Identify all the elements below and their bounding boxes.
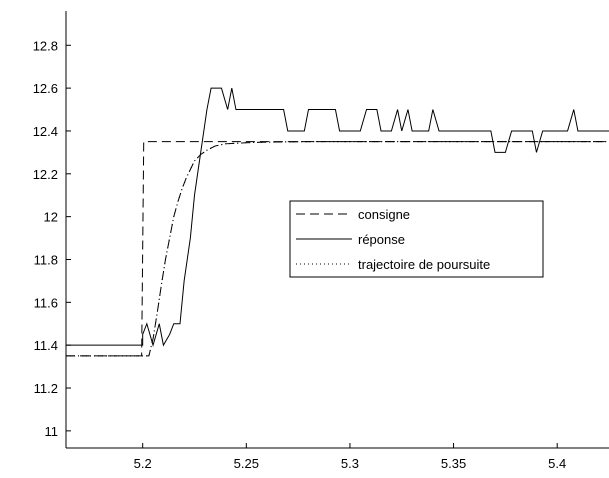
- y-tick-label: 12.2: [33, 167, 58, 182]
- x-tick-label: 5.25: [234, 456, 259, 471]
- x-tick-label: 5.2: [134, 456, 152, 471]
- series-trajectoire-line: [66, 141, 609, 357]
- series-layer: [66, 87, 609, 357]
- y-tick-label: 11.2: [34, 381, 58, 396]
- x-tick-label: 5.35: [441, 456, 466, 471]
- x-tick-label: 5.4: [548, 456, 566, 471]
- axes-layer: 5.2 5.25 5.3 5.35 5.4 11 11.2 11.4 11.6 11.8 12 12.…: [33, 11, 609, 471]
- y-tick-label: 11.8: [34, 252, 58, 267]
- legend-label-reponse: réponse: [358, 232, 405, 247]
- legend-label-trajectoire: trajectoire de poursuite: [358, 257, 490, 272]
- legend-label-consigne: consigne: [358, 207, 410, 222]
- series-reponse-line: [66, 87, 609, 347]
- y-tick-label: 12.6: [33, 81, 58, 96]
- y-tick-label: 12.8: [33, 38, 58, 53]
- x-tick-label: 5.3: [341, 456, 359, 471]
- y-tick-label: 12.4: [33, 124, 58, 139]
- series-consigne-line: [66, 141, 609, 357]
- y-tick-label: 12: [44, 210, 58, 225]
- legend: consigne réponse trajectoire de poursuit…: [289, 200, 544, 278]
- y-tick-label: 11.6: [34, 295, 58, 310]
- y-tick-label: 11.4: [34, 338, 58, 353]
- y-tick-label: 11: [45, 424, 59, 439]
